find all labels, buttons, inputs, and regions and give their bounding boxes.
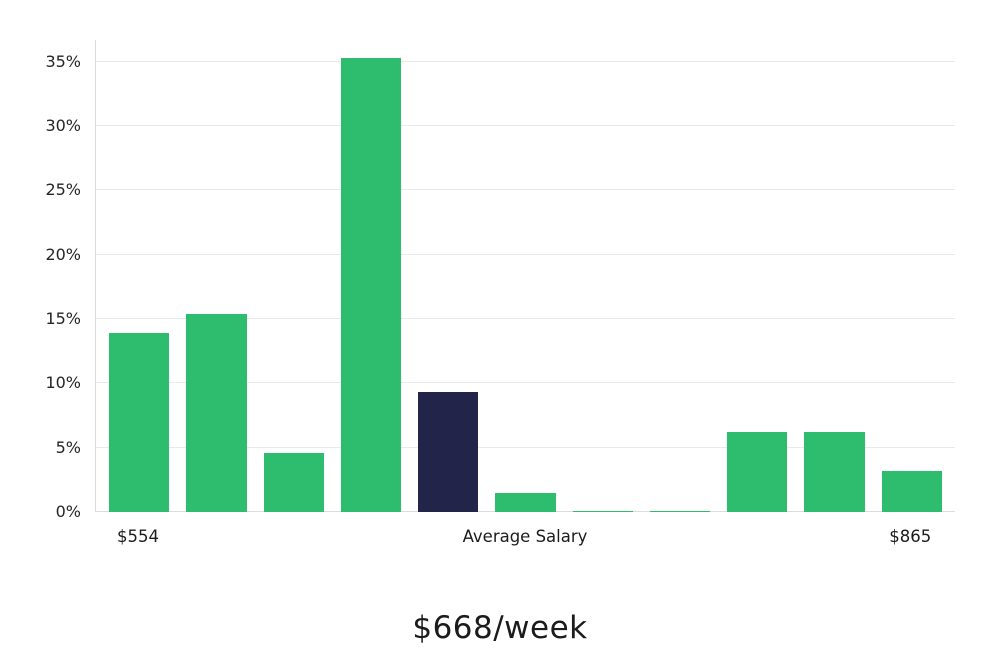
bar: [263, 452, 324, 512]
y-tick-label: 0%: [55, 502, 81, 521]
bar: [186, 313, 247, 512]
gridline: [96, 189, 955, 191]
average-salary-bar: [418, 392, 479, 512]
x-axis-label: $865: [889, 527, 932, 546]
bar: [495, 492, 556, 512]
bar: [804, 432, 865, 512]
y-tick-label: 25%: [45, 180, 81, 200]
x-axis-label: Average Salary: [462, 527, 588, 546]
y-axis-tick-labels: 0% 5% 10% 15% 20% 25% 30% 35%: [0, 40, 87, 519]
bar: [881, 470, 942, 512]
plot-area: [95, 40, 955, 512]
x-axis-label: $554: [117, 527, 159, 546]
gridline: [96, 60, 955, 62]
gridline: [96, 318, 955, 320]
bars-container: [96, 40, 955, 512]
y-tick-label: 35%: [45, 51, 81, 71]
gridline: [96, 446, 955, 448]
y-tick-label: 20%: [45, 244, 81, 264]
y-tick-label: 30%: [45, 116, 81, 136]
gridline: [96, 125, 955, 127]
bar: [649, 510, 711, 512]
bar: [109, 333, 170, 512]
bar: [572, 510, 633, 512]
bar: [340, 58, 402, 512]
chart-title: $668/week: [412, 610, 588, 646]
x-axis-labels: $554 Average Salary $865: [95, 527, 955, 557]
y-tick-label: 10%: [45, 373, 81, 393]
gridline: [96, 382, 955, 384]
y-tick-label: 5%: [55, 437, 81, 457]
gridline: [96, 253, 955, 255]
bar: [727, 432, 788, 512]
y-tick-label: 15%: [45, 309, 81, 329]
